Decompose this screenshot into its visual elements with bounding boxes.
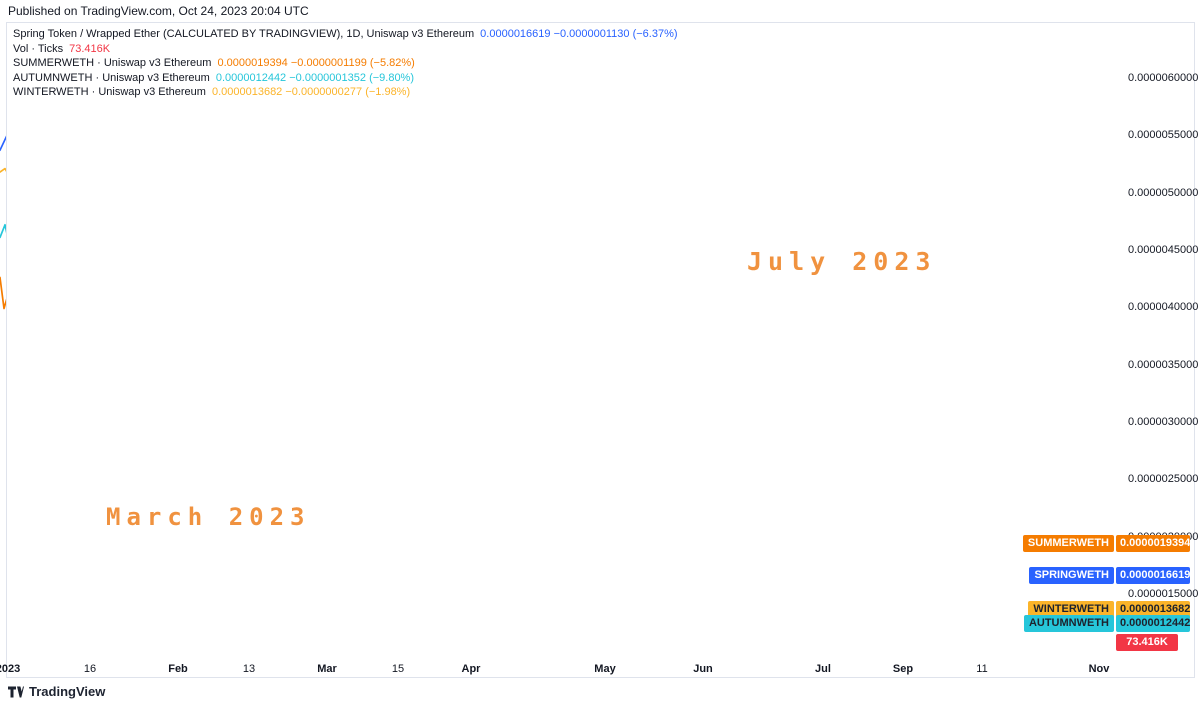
annotation-march-2023: March 2023 <box>106 503 311 531</box>
summerweth-title: SUMMERWETH · Uniswap v3 Ethereum <box>13 57 212 70</box>
time-tick-label: Jun <box>693 663 713 675</box>
annotation-july-2023: July 2023 <box>747 247 937 276</box>
legend-row-autumnweth: AUTUMNWETH · Uniswap v3 Ethereum 0.000001… <box>13 71 678 86</box>
time-tick-label: Feb <box>168 663 188 675</box>
time-tick-label: May <box>594 663 616 675</box>
price-badge-summerweth: SUMMERWETH 0.0000019394 <box>1022 535 1190 553</box>
price-tick-label: 0.0000025000 <box>1128 473 1199 486</box>
legend-row-winterweth: WINTERWETH · Uniswap v3 Ethereum 0.000001… <box>13 85 678 100</box>
time-tick-label: 11 <box>976 663 988 675</box>
badge-label: SUMMERWETH <box>1022 535 1114 553</box>
legend-row-symbol: Spring Token / Wrapped Ether (CALCULATED… <box>13 27 678 42</box>
volume-value: 73.416K <box>69 42 111 55</box>
price-badge-springweth: SPRINGWETH 0.0000016619 <box>1029 566 1190 584</box>
winterweth-values: 0.0000013682 −0.0000000277 (−1.98%) <box>211 86 411 99</box>
badge-value: 0.0000013682 <box>1116 600 1190 618</box>
badge-label: SPRINGWETH <box>1029 566 1114 584</box>
tradingview-wordmark: TradingView <box>29 684 106 699</box>
badge-label: AUTUMNWETH <box>1023 614 1114 632</box>
volume-badge: 73.416K <box>1116 634 1178 651</box>
time-tick-label: 13 <box>242 663 256 675</box>
legend: Spring Token / Wrapped Ether (CALCULATED… <box>13 27 678 100</box>
autumnweth-values: 0.0000012442 −0.0000001352 (−9.80%) <box>215 71 415 84</box>
symbol-values: 0.0000016619 −0.0000001130 (−6.37%) <box>480 28 678 40</box>
legend-row-summerweth: SUMMERWETH · Uniswap v3 Ethereum 0.000001… <box>13 56 678 71</box>
badge-value: 0.0000019394 <box>1116 535 1190 553</box>
volume-title: Vol · Ticks <box>13 42 64 55</box>
price-tick-label: 0.0000030000 <box>1128 416 1199 428</box>
price-tick-label: 0.0000015000 <box>1128 588 1199 600</box>
summerweth-values: 0.0000019394 −0.0000001199 (−5.82%) <box>217 57 415 70</box>
winterweth-title: WINTERWETH · Uniswap v3 Ethereum <box>13 86 206 99</box>
volume-badge-value: 73.416K <box>1116 634 1178 651</box>
price-tick-label: 0.0000035000 <box>1128 358 1199 371</box>
price-tick-label: 0.0000050000 <box>1128 186 1199 199</box>
time-tick-label: Jul <box>815 663 831 675</box>
tradingview-logo: TradingView <box>8 684 105 699</box>
time-tick-label: Nov <box>1088 663 1110 675</box>
price-tick-label: 0.0000045000 <box>1128 244 1199 256</box>
badge-label: WINTERWETH <box>1028 600 1114 618</box>
time-tick-label: 16 <box>83 663 97 675</box>
chart-frame <box>6 22 1195 678</box>
time-tick-label: Mar <box>317 663 337 675</box>
tradingview-mark-icon <box>8 686 24 697</box>
time-tick-label: 15 <box>391 663 405 675</box>
symbol-title: Spring Token / Wrapped Ether (CALCULATED… <box>13 28 475 40</box>
price-badge-winterweth: WINTERWETH 0.0000013682 <box>1028 600 1190 618</box>
badge-value: 0.0000012442 <box>1116 614 1190 632</box>
time-tick-label: Apr <box>461 663 481 675</box>
price-tick-label: 0.0000060000 <box>1128 72 1199 84</box>
time-tick-label: Sep <box>892 663 914 675</box>
time-tick-label: 2023 <box>0 663 21 675</box>
autumnweth-title: AUTUMNWETH · Uniswap v3 Ethereum <box>13 71 210 84</box>
legend-row-volume: Vol · Ticks 73.416K <box>13 42 678 57</box>
price-tick-label: 0.0000040000 <box>1128 301 1199 314</box>
price-badge-autumnweth: AUTUMNWETH 0.0000012442 <box>1023 614 1190 632</box>
price-tick-label: 0.0000055000 <box>1128 129 1199 142</box>
badge-value: 0.0000016619 <box>1116 566 1190 584</box>
published-caption: Published on TradingView.com, Oct 24, 20… <box>8 4 309 18</box>
